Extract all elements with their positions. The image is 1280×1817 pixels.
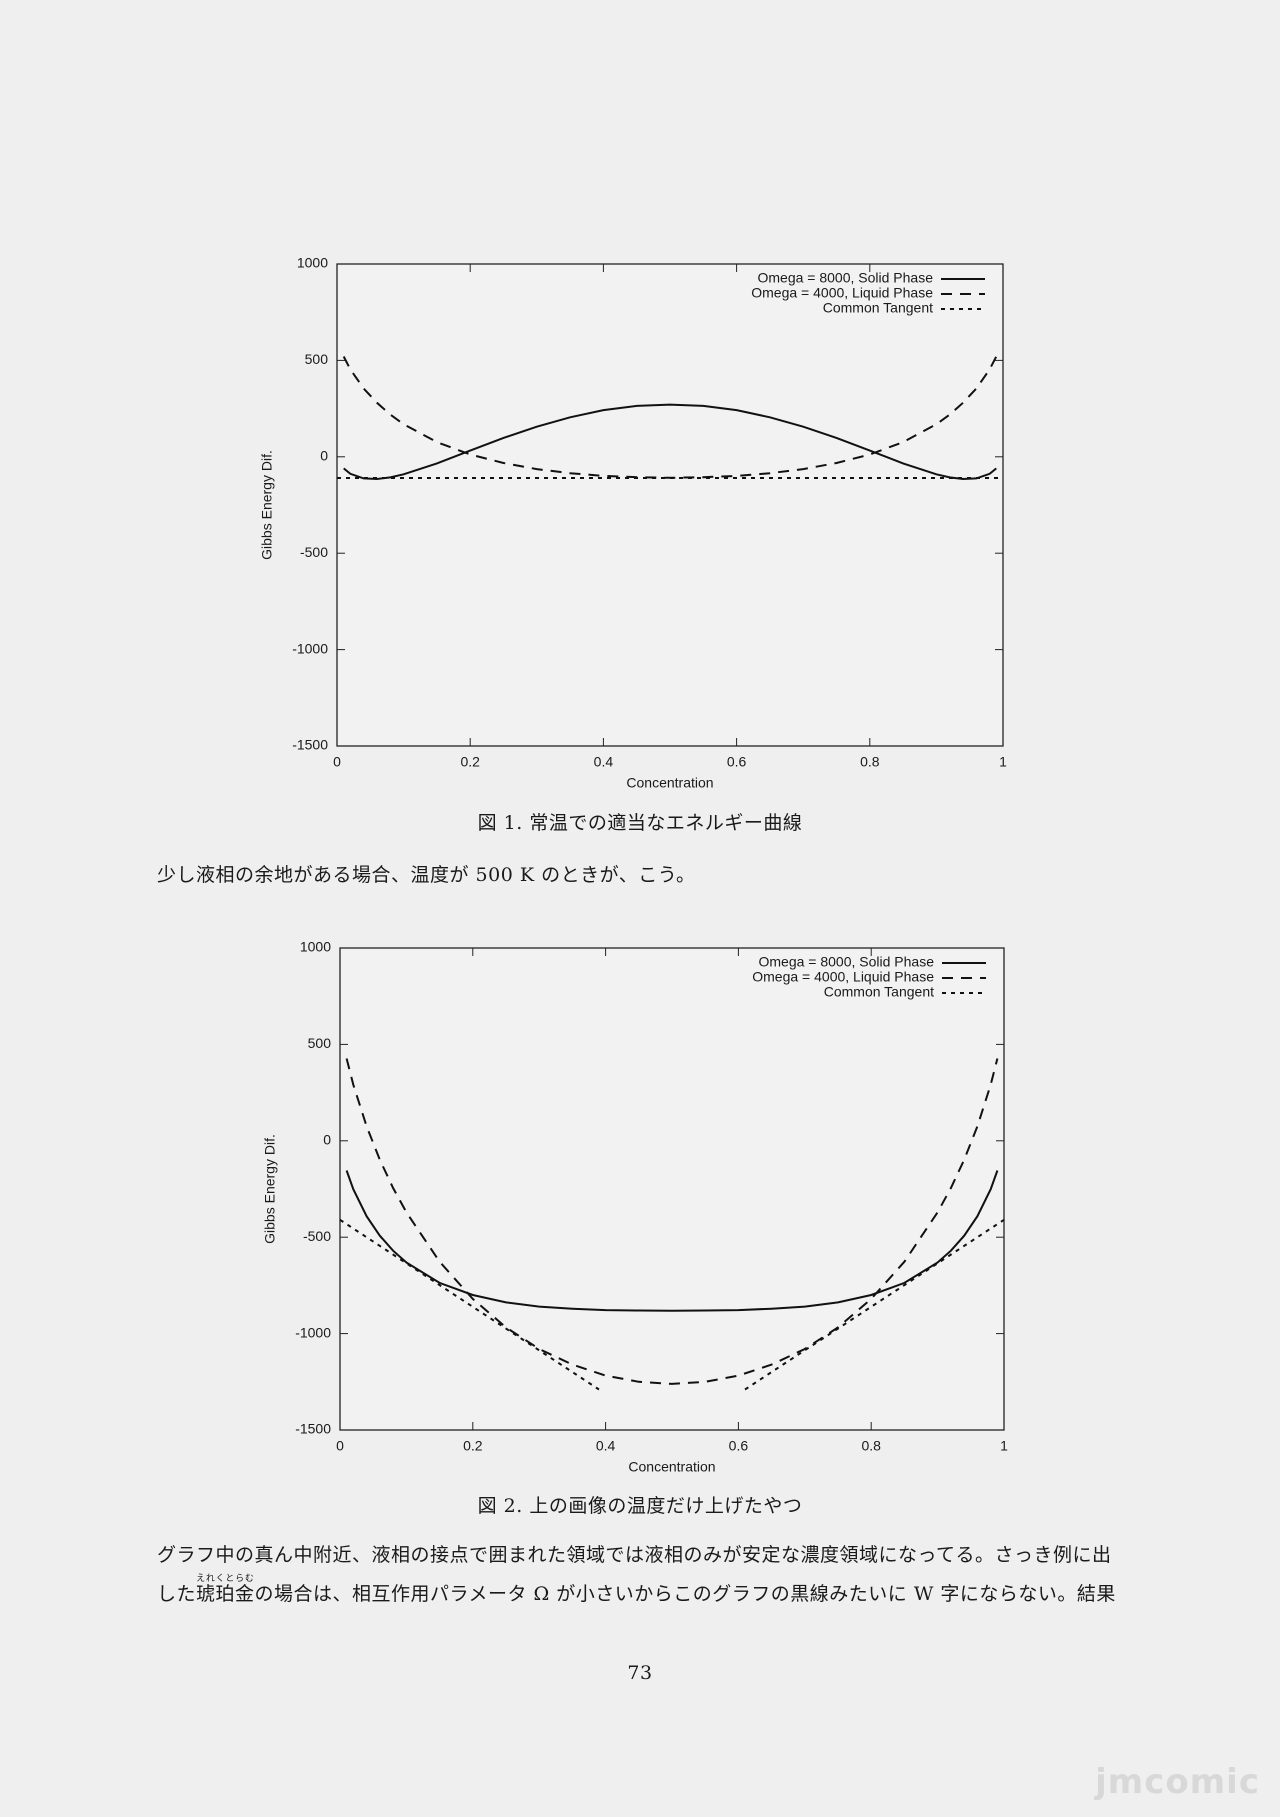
legend-label: Omega = 8000, Solid Phase: [758, 954, 934, 970]
x-tick-label: 0: [336, 1438, 344, 1454]
y-tick-label: -1500: [292, 737, 328, 753]
text: した: [157, 1583, 197, 1605]
y-tick-label: 1000: [300, 939, 331, 955]
data-line: [345, 1170, 999, 1312]
y-tick-label: -500: [303, 1228, 331, 1244]
legend-label: Omega = 4000, Liquid Phase: [752, 969, 934, 985]
x-tick-label: 0.8: [861, 1438, 881, 1454]
x-tick-label: 1: [1000, 1438, 1008, 1454]
data-line: [345, 1058, 999, 1385]
paragraph-line: した琥珀金えれくとらむの場合は、相互作用パラメータ Ω が小さいからこのグラフの…: [157, 1574, 1116, 1606]
data-line: [339, 1218, 1005, 1391]
y-tick-label: 500: [308, 1035, 332, 1051]
y-axis-label: Gibbs Energy Dif.: [262, 1134, 278, 1244]
page-number: 73: [627, 1662, 653, 1684]
ruby-base: 琥珀金: [196, 1583, 255, 1605]
legend-label: Common Tangent: [823, 300, 933, 316]
paragraph: 少し液相の余地がある場合、温度が 500 K のときが、こう。: [157, 864, 696, 886]
x-tick-label: 0.2: [463, 1438, 483, 1454]
ruby: 琥珀金えれくとらむ: [196, 1574, 255, 1605]
plot-frame: [339, 947, 1005, 1431]
paragraph-line: グラフ中の真ん中附近、液相の接点で囲まれた領域では液相のみが安定な濃度領域になっ…: [157, 1544, 1112, 1566]
y-tick-label: 500: [305, 351, 329, 367]
y-tick-label: -500: [300, 544, 328, 560]
y-tick-label: 1000: [297, 255, 328, 271]
x-tick-label: 0: [333, 754, 341, 770]
x-tick-label: 1: [999, 754, 1007, 770]
legend-label: Omega = 8000, Solid Phase: [757, 270, 933, 286]
x-tick-label: 0.6: [729, 1438, 749, 1454]
y-axis-label: Gibbs Energy Dif.: [259, 450, 275, 560]
x-tick-label: 0.6: [727, 754, 747, 770]
y-tick-label: -1000: [295, 1324, 331, 1340]
legend-label: Omega = 4000, Liquid Phase: [751, 285, 933, 301]
ruby-text: えれくとらむ: [196, 1574, 255, 1584]
text: の場合は、相互作用パラメータ Ω が小さいからこのグラフの黒線みたいに W 字に…: [254, 1583, 1116, 1605]
x-tick-label: 0.4: [594, 754, 614, 770]
y-tick-label: 0: [320, 448, 328, 464]
y-tick-label: -1500: [295, 1421, 331, 1437]
figure-caption: 図 2. 上の画像の温度だけ上げたやつ: [477, 1495, 803, 1517]
x-axis-label: Concentration: [626, 775, 713, 791]
watermark: jmcomic: [1095, 1762, 1260, 1802]
figure-caption: 図 1. 常温での適当なエネルギー曲線: [477, 812, 803, 834]
x-tick-label: 0.8: [860, 754, 880, 770]
y-tick-label: 0: [323, 1132, 331, 1148]
data-line: [343, 403, 997, 481]
y-tick-label: -1000: [292, 640, 328, 656]
x-tick-label: 0.2: [460, 754, 480, 770]
legend-label: Common Tangent: [824, 984, 934, 1000]
x-tick-label: 0.4: [596, 1438, 616, 1454]
x-axis-label: Concentration: [628, 1459, 715, 1475]
plot-frame: [336, 263, 1004, 747]
